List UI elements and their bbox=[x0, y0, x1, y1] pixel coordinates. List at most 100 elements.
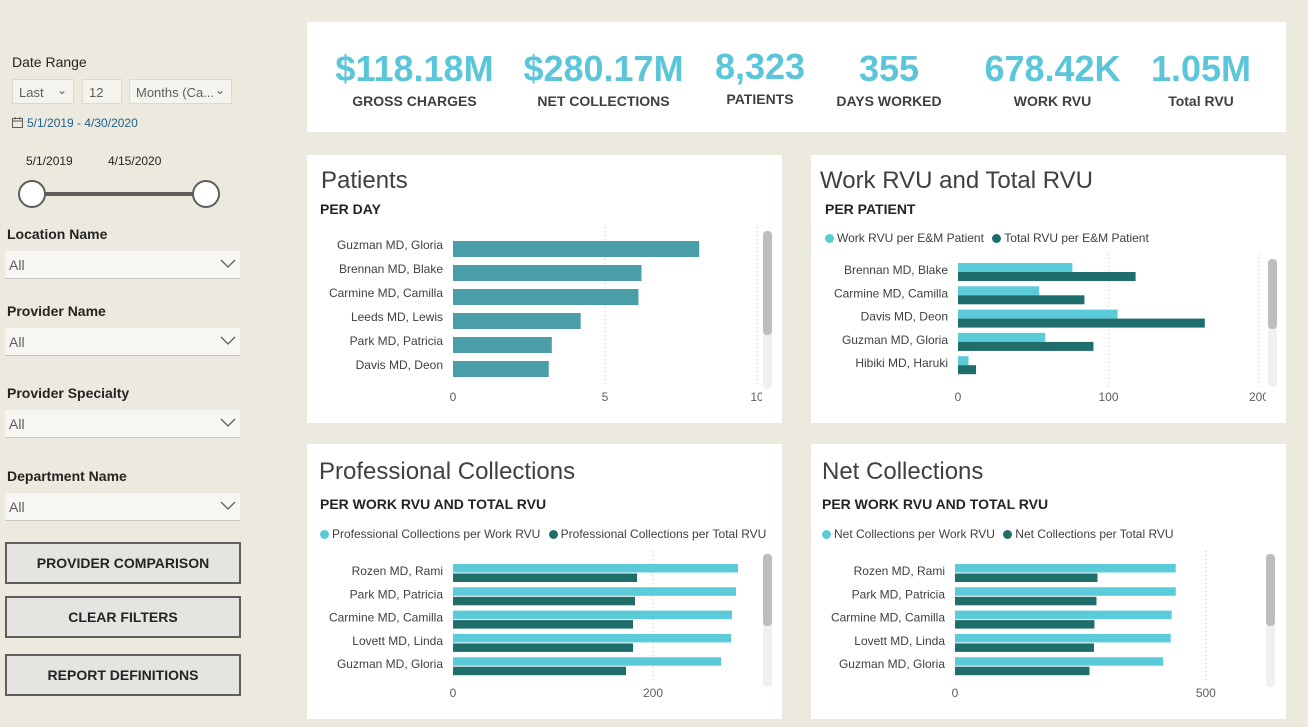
scrollbar-thumb[interactable] bbox=[1266, 554, 1275, 626]
patients-bar-chart: 0 5 10 Guzman MD, Gloria Brennan MD, Blake Ca… bbox=[329, 227, 762, 404]
provider-filter-label: Provider Name bbox=[7, 303, 106, 319]
period-unit-select[interactable]: Months (Ca... ⌄ bbox=[129, 79, 232, 104]
specialty-filter-dropdown[interactable]: All bbox=[5, 410, 240, 438]
bar-series-1 bbox=[453, 657, 721, 666]
legend-label: Professional Collections per Total RVU bbox=[560, 527, 767, 541]
kpi-value: 8,323 bbox=[714, 46, 806, 87]
legend-label: Total RVU per E&M Patient bbox=[1004, 231, 1149, 245]
category-label: Guzman MD, Gloria bbox=[842, 333, 948, 347]
kpi-value: 355 bbox=[858, 48, 920, 89]
x-tick-label: 200 bbox=[643, 686, 663, 700]
kpi-value: 1.05M bbox=[1150, 48, 1252, 89]
specialty-filter-value: All bbox=[9, 416, 25, 432]
net-collections-bar-chart: 0 500 Rozen MD, Rami Park MD, Patricia Carmi… bbox=[831, 551, 1216, 700]
bar-series-1 bbox=[955, 610, 1172, 620]
period-unit-value: Months (Ca... bbox=[136, 85, 215, 100]
scrollbar[interactable] bbox=[763, 554, 772, 687]
scrollbar[interactable] bbox=[1266, 554, 1275, 687]
legend-item[interactable]: Total RVU per E&M Patient bbox=[992, 231, 1149, 245]
category-label: Guzman MD, Gloria bbox=[337, 657, 443, 671]
kpi-value: $280.17M bbox=[523, 48, 684, 89]
rvu-bar-chart: 0 100 200 Brennan MD, Blake Carmine MD, Cami… bbox=[834, 254, 1266, 404]
legend-item[interactable]: Professional Collections per Total RVU bbox=[548, 527, 767, 541]
slider-start-handle[interactable] bbox=[18, 180, 46, 208]
scrollbar[interactable] bbox=[763, 231, 772, 389]
scrollbar-thumb[interactable] bbox=[763, 554, 772, 626]
department-filter-label: Department Name bbox=[7, 468, 127, 484]
provider-filter-value: All bbox=[9, 334, 25, 350]
legend-label: Net Collections per Work RVU bbox=[834, 527, 995, 541]
category-label: Guzman MD, Gloria bbox=[839, 657, 945, 671]
legend-dot bbox=[992, 234, 1002, 243]
scrollbar[interactable] bbox=[1268, 259, 1277, 387]
bar-series-2 bbox=[453, 666, 626, 676]
bar-series-1 bbox=[955, 564, 1176, 573]
bar-series-1 bbox=[453, 610, 732, 620]
chart-subtitle: PER PATIENT bbox=[825, 201, 916, 217]
x-tick-label: 10 bbox=[750, 390, 762, 404]
department-filter-value: All bbox=[9, 499, 25, 515]
bar-series-2 bbox=[453, 620, 633, 629]
chart-subtitle: PER WORK RVU AND TOTAL RVU bbox=[822, 496, 1049, 512]
bar-series-2 bbox=[453, 643, 633, 652]
location-filter-dropdown[interactable]: All bbox=[5, 251, 240, 279]
provider-filter-dropdown[interactable]: All bbox=[5, 328, 240, 356]
legend-item[interactable]: Work RVU per E&M Patient bbox=[825, 231, 984, 245]
bar-series-1 bbox=[453, 587, 736, 596]
chevron-down-icon: ⌄ bbox=[214, 83, 225, 97]
category-label: Rozen MD, Rami bbox=[352, 564, 443, 578]
kpi-days-worked: 355 DAYS WORKED bbox=[834, 48, 944, 110]
date-slider-track[interactable] bbox=[32, 192, 206, 196]
date-range-title: Date Range bbox=[12, 54, 87, 70]
bar-series-2 bbox=[453, 596, 635, 606]
chart-legend: Net Collections per Work RVU Net Collect… bbox=[822, 527, 1179, 541]
bar-series-1 bbox=[958, 286, 1040, 296]
kpi-label: DAYS WORKED bbox=[836, 93, 942, 109]
kpi-value: 678.42K bbox=[984, 48, 1121, 89]
provider-comparison-button[interactable]: PROVIDER COMPARISON bbox=[5, 542, 241, 584]
clear-filters-button[interactable]: CLEAR FILTERS bbox=[5, 596, 241, 638]
report-definitions-button[interactable]: REPORT DEFINITIONS bbox=[5, 654, 241, 696]
x-tick-label: 0 bbox=[450, 686, 457, 700]
scrollbar-thumb[interactable] bbox=[763, 231, 772, 335]
bar bbox=[453, 337, 552, 353]
category-label: Leeds MD, Lewis bbox=[351, 310, 443, 324]
category-label: Park MD, Patricia bbox=[350, 334, 444, 348]
bar-series-1 bbox=[453, 564, 738, 573]
category-label: Davis MD, Deon bbox=[861, 310, 948, 324]
slider-end-handle[interactable] bbox=[192, 180, 220, 208]
period-select-value: Last bbox=[19, 85, 44, 100]
category-label: Hibiki MD, Haruki bbox=[855, 356, 948, 370]
kpi-label: GROSS CHARGES bbox=[352, 93, 477, 109]
bar-series-1 bbox=[453, 633, 731, 643]
chart-subtitle: PER WORK RVU AND TOTAL RVU bbox=[320, 496, 547, 512]
legend-item[interactable]: Net Collections per Total RVU bbox=[1003, 527, 1174, 541]
period-count-value: 12 bbox=[89, 85, 104, 100]
bar-series-1 bbox=[958, 309, 1118, 319]
period-select[interactable]: Last ⌄ bbox=[12, 79, 74, 104]
legend-item[interactable]: Professional Collections per Work RVU bbox=[320, 527, 540, 541]
bar-series-1 bbox=[958, 263, 1073, 272]
slider-start-date: 5/1/2019 bbox=[26, 154, 73, 168]
slider-end-date: 4/15/2020 bbox=[108, 154, 162, 168]
legend-label: Professional Collections per Work RVU bbox=[332, 527, 541, 541]
legend-dot bbox=[825, 234, 834, 243]
x-tick-label: 0 bbox=[955, 390, 962, 404]
specialty-filter-label: Provider Specialty bbox=[7, 385, 130, 401]
rvu-chart-card: Work RVU and Total RVU PER PATIENT Work … bbox=[811, 155, 1286, 423]
chart-title: Net Collections bbox=[822, 458, 984, 485]
bar-series-2 bbox=[955, 573, 1098, 582]
chart-legend: Work RVU per E&M Patient Total RVU per E… bbox=[825, 231, 1154, 245]
kpi-card: $118.18M GROSS CHARGES $280.17M NET COLL… bbox=[307, 22, 1286, 132]
department-filter-dropdown[interactable]: All bbox=[5, 493, 240, 521]
scrollbar-thumb[interactable] bbox=[1268, 259, 1277, 329]
bar-series-1 bbox=[958, 356, 969, 366]
bar-series-2 bbox=[958, 341, 1094, 351]
period-count-input[interactable]: 12 bbox=[82, 79, 122, 104]
legend-item[interactable]: Net Collections per Work RVU bbox=[822, 527, 995, 541]
bar-series-2 bbox=[955, 596, 1097, 606]
legend-dot bbox=[822, 530, 831, 539]
bar-series-2 bbox=[453, 573, 637, 582]
bar-series-2 bbox=[958, 365, 977, 375]
legend-dot bbox=[1003, 530, 1013, 539]
